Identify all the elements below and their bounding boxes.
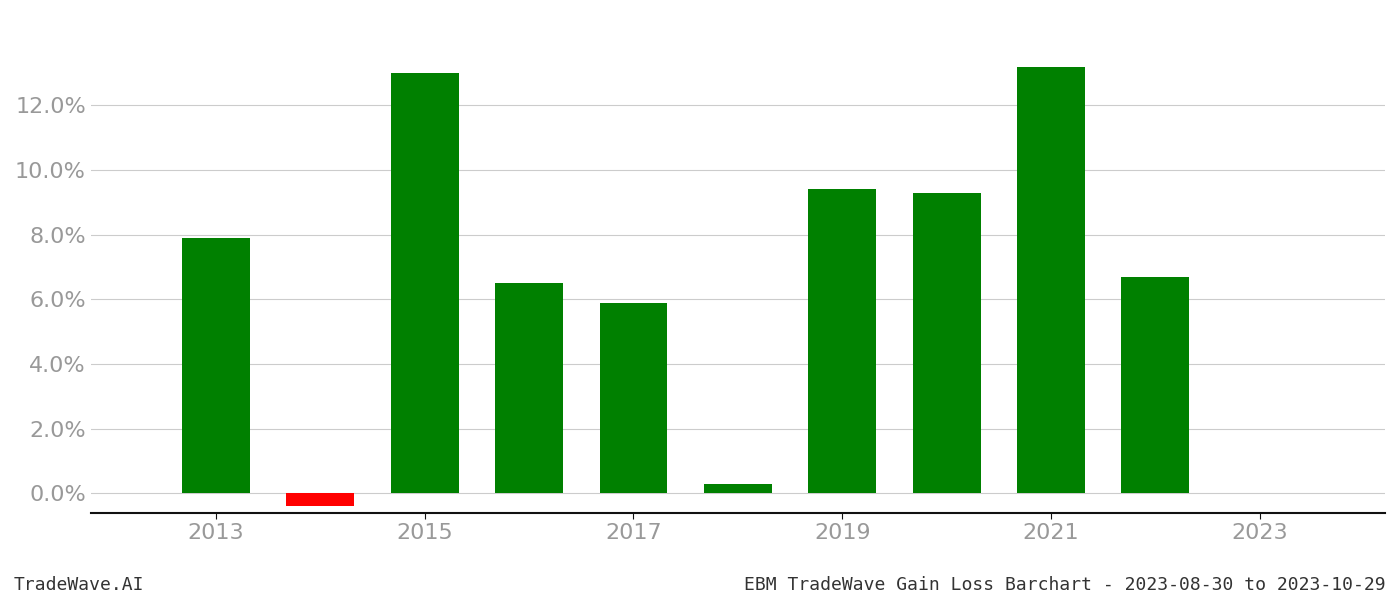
Bar (287, 493, 354, 506)
Bar (599, 302, 668, 493)
Bar (704, 484, 771, 493)
Bar (1016, 67, 1085, 493)
Bar (496, 283, 563, 493)
Bar (391, 73, 459, 493)
Bar (182, 238, 251, 493)
Text: TradeWave.AI: TradeWave.AI (14, 576, 144, 594)
Bar (808, 190, 876, 493)
Bar (1121, 277, 1189, 493)
Text: EBM TradeWave Gain Loss Barchart - 2023-08-30 to 2023-10-29: EBM TradeWave Gain Loss Barchart - 2023-… (745, 576, 1386, 594)
Bar (913, 193, 980, 493)
